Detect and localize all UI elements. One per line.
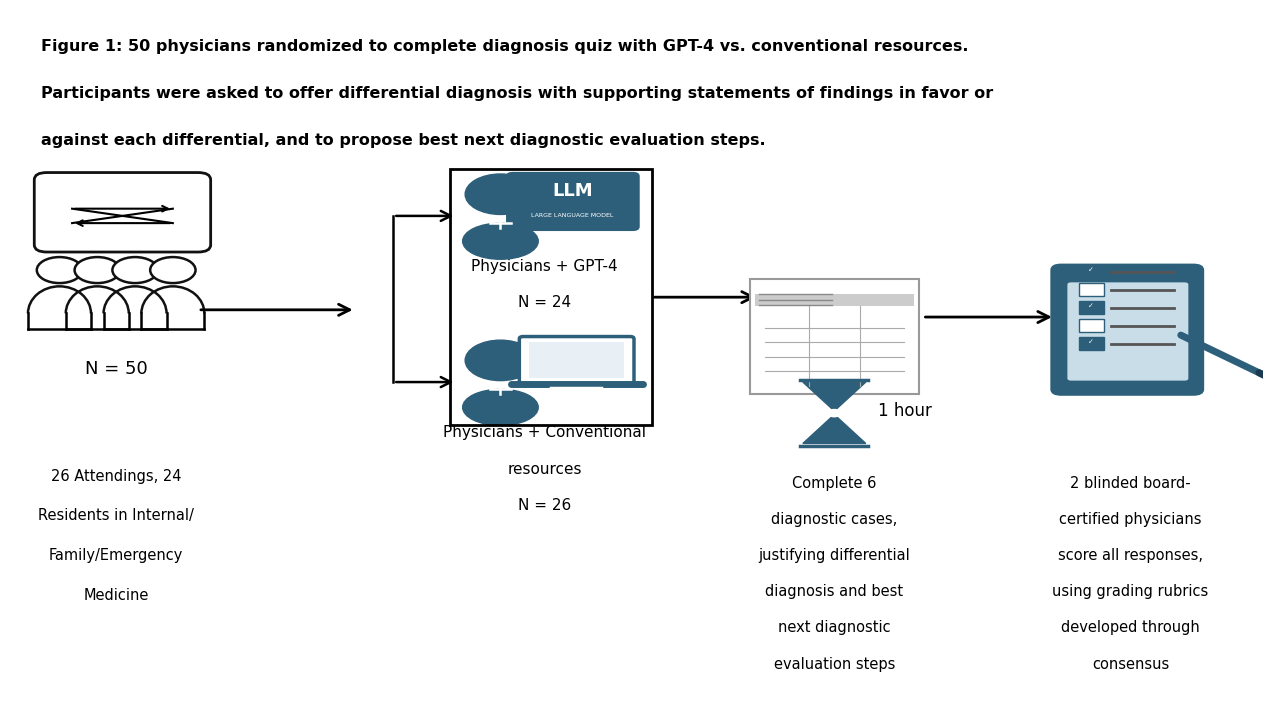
Text: consensus: consensus: [1091, 657, 1169, 672]
Text: using grading rubrics: using grading rubrics: [1052, 585, 1209, 599]
Text: certified physicians: certified physicians: [1060, 512, 1201, 527]
Circle shape: [113, 257, 158, 283]
Circle shape: [151, 257, 195, 283]
Text: Complete 6: Complete 6: [793, 476, 876, 491]
Text: Family/Emergency: Family/Emergency: [49, 548, 184, 563]
Text: Physicians + Conventional: Physicians + Conventional: [443, 425, 646, 440]
FancyBboxPatch shape: [1079, 301, 1104, 314]
Text: 2 blinded board-: 2 blinded board-: [1070, 476, 1191, 491]
Bar: [755, 294, 914, 306]
Text: evaluation steps: evaluation steps: [774, 657, 895, 672]
Text: ✓: ✓: [1089, 339, 1094, 345]
Text: resources: resources: [508, 462, 582, 477]
Text: LARGE LANGUAGE MODEL: LARGE LANGUAGE MODEL: [530, 213, 614, 218]
Text: next diagnostic: next diagnostic: [779, 620, 890, 636]
Circle shape: [465, 340, 536, 381]
Text: diagnostic cases,: diagnostic cases,: [771, 512, 898, 527]
Circle shape: [828, 410, 841, 416]
FancyBboxPatch shape: [1079, 265, 1104, 278]
Text: ✓: ✓: [1089, 303, 1094, 309]
Ellipse shape: [462, 223, 538, 259]
Circle shape: [37, 257, 82, 283]
Text: Medicine: Medicine: [84, 588, 149, 603]
Text: 1 hour: 1 hour: [879, 402, 932, 420]
Text: 26 Attendings, 24: 26 Attendings, 24: [51, 469, 181, 483]
Bar: [529, 342, 624, 379]
FancyBboxPatch shape: [1079, 319, 1104, 332]
Circle shape: [465, 174, 536, 215]
Text: score all responses,: score all responses,: [1058, 548, 1203, 563]
Text: Residents in Internal/: Residents in Internal/: [38, 508, 194, 523]
Text: against each differential, and to propose best next diagnostic evaluation steps.: against each differential, and to propos…: [41, 132, 765, 148]
Text: LLM: LLM: [552, 181, 592, 199]
Polygon shape: [803, 414, 866, 443]
FancyBboxPatch shape: [1079, 283, 1104, 296]
FancyBboxPatch shape: [1079, 337, 1104, 350]
FancyBboxPatch shape: [1067, 282, 1189, 381]
FancyBboxPatch shape: [506, 173, 639, 230]
Text: N = 26: N = 26: [518, 498, 571, 513]
FancyBboxPatch shape: [519, 336, 634, 384]
Text: N = 24: N = 24: [518, 296, 571, 310]
Bar: [449, 169, 652, 425]
FancyBboxPatch shape: [749, 280, 919, 395]
Text: Physicians + GPT-4: Physicians + GPT-4: [471, 259, 618, 274]
Text: diagnosis and best: diagnosis and best: [765, 585, 904, 599]
Text: Participants were asked to offer differential diagnosis with supporting statemen: Participants were asked to offer differe…: [41, 86, 993, 101]
FancyBboxPatch shape: [1051, 264, 1204, 395]
Ellipse shape: [462, 389, 538, 425]
Text: N = 50: N = 50: [85, 360, 148, 379]
Circle shape: [75, 257, 120, 283]
FancyBboxPatch shape: [34, 173, 210, 252]
Text: Figure 1: 50 physicians randomized to complete diagnosis quiz with GPT-4 vs. con: Figure 1: 50 physicians randomized to co…: [41, 39, 968, 54]
Polygon shape: [803, 382, 866, 411]
Text: ✓: ✓: [1089, 267, 1094, 273]
Text: developed through: developed through: [1061, 620, 1200, 636]
Text: justifying differential: justifying differential: [758, 548, 910, 563]
